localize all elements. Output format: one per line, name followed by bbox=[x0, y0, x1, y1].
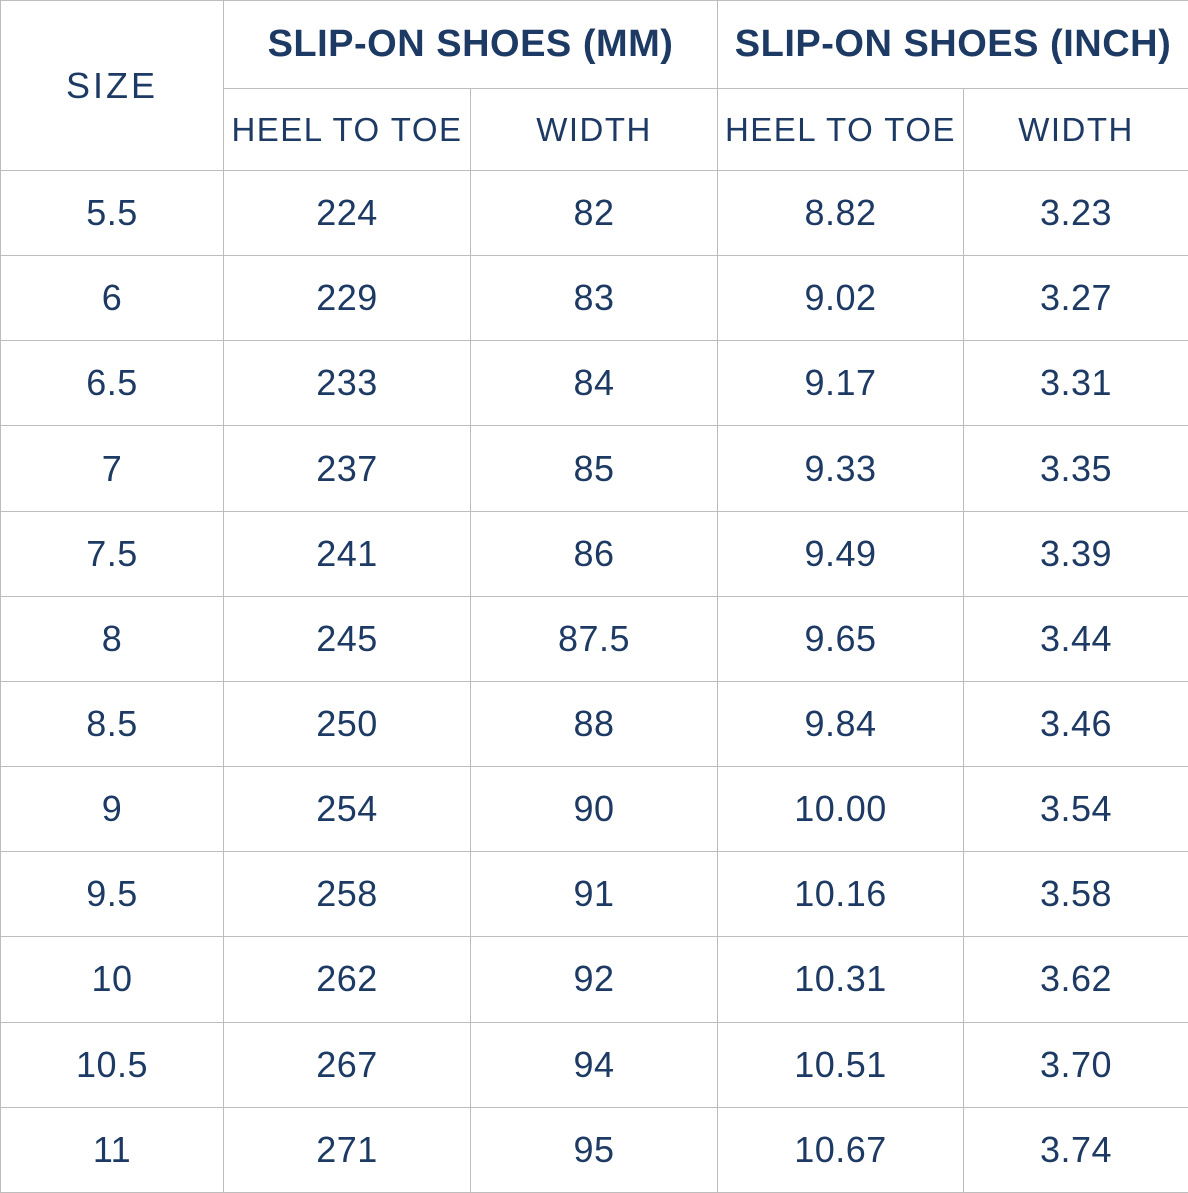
mm-group-header: SLIP-ON SHOES (MM) bbox=[222, 0, 719, 89]
mm-heel-to-toe-cell: 237 bbox=[223, 425, 471, 512]
table-row: 10 262 92 10.31 3.62 bbox=[0, 936, 1188, 1023]
inch-width-cell: 3.23 bbox=[963, 169, 1188, 257]
table-row: 6.5 233 84 9.17 3.31 bbox=[0, 340, 1188, 427]
mm-heel-to-toe-cell: 271 bbox=[223, 1106, 471, 1193]
mm-width-cell: 95 bbox=[469, 1106, 719, 1193]
mm-heel-to-toe-cell: 262 bbox=[223, 936, 471, 1023]
inch-heel-to-toe-cell: 9.49 bbox=[717, 510, 965, 597]
mm-heel-to-toe-cell: 250 bbox=[223, 680, 471, 768]
mm-heel-to-toe-header: HEEL TO TOE bbox=[223, 88, 471, 171]
table-row: 8.5 250 88 9.84 3.46 bbox=[0, 680, 1188, 768]
inch-group-header: SLIP-ON SHOES (INCH) bbox=[717, 0, 1188, 89]
mm-heel-to-toe-cell: 254 bbox=[223, 766, 471, 853]
mm-width-cell: 83 bbox=[469, 255, 719, 342]
inch-width-cell: 3.31 bbox=[963, 340, 1188, 427]
table-row: 11 271 95 10.67 3.74 bbox=[0, 1106, 1188, 1193]
inch-heel-to-toe-cell: 9.33 bbox=[717, 425, 965, 512]
inch-width-cell: 3.44 bbox=[963, 595, 1188, 682]
mm-heel-to-toe-cell: 267 bbox=[223, 1021, 471, 1108]
inch-heel-to-toe-cell: 10.16 bbox=[717, 851, 965, 938]
inch-width-cell: 3.74 bbox=[963, 1106, 1188, 1193]
size-cell: 8.5 bbox=[0, 680, 224, 768]
table-row: 8 245 87.5 9.65 3.44 bbox=[0, 595, 1188, 682]
table-row: 6 229 83 9.02 3.27 bbox=[0, 255, 1188, 342]
size-cell: 11 bbox=[0, 1106, 224, 1193]
mm-heel-to-toe-cell: 224 bbox=[223, 169, 471, 257]
size-cell: 7.5 bbox=[0, 510, 224, 597]
inch-heel-to-toe-header: HEEL TO TOE bbox=[717, 88, 965, 171]
inch-heel-to-toe-cell: 9.17 bbox=[717, 340, 965, 427]
mm-width-cell: 91 bbox=[469, 851, 719, 938]
mm-width-cell: 86 bbox=[469, 510, 719, 597]
mm-heel-to-toe-cell: 245 bbox=[223, 595, 471, 682]
size-cell: 7 bbox=[0, 425, 224, 512]
mm-width-cell: 84 bbox=[469, 340, 719, 427]
table-row: 10.5 267 94 10.51 3.70 bbox=[0, 1021, 1188, 1108]
sub-header-row: HEEL TO TOE WIDTH HEEL TO TOE WIDTH bbox=[1, 88, 1188, 171]
inch-heel-to-toe-cell: 10.31 bbox=[717, 936, 965, 1023]
mm-width-cell: 85 bbox=[469, 425, 719, 512]
inch-heel-to-toe-cell: 8.82 bbox=[717, 169, 965, 257]
group-header-row: SIZE SLIP-ON SHOES (MM) SLIP-ON SHOES (I… bbox=[0, 0, 1188, 171]
mm-width-cell: 92 bbox=[469, 936, 719, 1023]
size-column-header: SIZE bbox=[0, 0, 224, 171]
size-cell: 8 bbox=[0, 595, 224, 682]
inch-width-cell: 3.54 bbox=[963, 766, 1188, 853]
inch-width-header: WIDTH bbox=[963, 88, 1188, 171]
size-cell: 9.5 bbox=[0, 851, 224, 938]
mm-width-cell: 94 bbox=[469, 1021, 719, 1108]
size-cell: 6 bbox=[0, 255, 224, 342]
mm-heel-to-toe-cell: 233 bbox=[223, 340, 471, 427]
inch-heel-to-toe-cell: 10.51 bbox=[717, 1021, 965, 1108]
size-cell: 10 bbox=[0, 936, 224, 1023]
inch-width-cell: 3.46 bbox=[963, 680, 1188, 768]
inch-heel-to-toe-cell: 9.02 bbox=[717, 255, 965, 342]
size-cell: 5.5 bbox=[0, 169, 224, 257]
mm-width-header: WIDTH bbox=[469, 88, 719, 171]
table-row: 7 237 85 9.33 3.35 bbox=[0, 425, 1188, 512]
inch-width-cell: 3.35 bbox=[963, 425, 1188, 512]
inch-heel-to-toe-cell: 10.67 bbox=[717, 1106, 965, 1193]
table-row: 7.5 241 86 9.49 3.39 bbox=[0, 510, 1188, 597]
mm-heel-to-toe-cell: 229 bbox=[223, 255, 471, 342]
table-row: 9 254 90 10.00 3.54 bbox=[0, 766, 1188, 853]
mm-width-cell: 88 bbox=[469, 680, 719, 768]
inch-width-cell: 3.70 bbox=[963, 1021, 1188, 1108]
inch-width-cell: 3.27 bbox=[963, 255, 1188, 342]
size-cell: 9 bbox=[0, 766, 224, 853]
mm-heel-to-toe-cell: 258 bbox=[223, 851, 471, 938]
inch-heel-to-toe-cell: 10.00 bbox=[717, 766, 965, 853]
table-row: 5.5 224 82 8.82 3.23 bbox=[0, 169, 1188, 257]
mm-width-cell: 82 bbox=[469, 169, 719, 257]
inch-heel-to-toe-cell: 9.84 bbox=[717, 680, 965, 768]
table-row: 9.5 258 91 10.16 3.58 bbox=[0, 851, 1188, 938]
mm-width-cell: 90 bbox=[469, 766, 719, 853]
size-cell: 10.5 bbox=[0, 1021, 224, 1108]
mm-heel-to-toe-cell: 241 bbox=[223, 510, 471, 597]
inch-width-cell: 3.58 bbox=[963, 851, 1188, 938]
mm-width-cell: 87.5 bbox=[469, 595, 719, 682]
inch-width-cell: 3.62 bbox=[963, 936, 1188, 1023]
size-cell: 6.5 bbox=[0, 340, 224, 427]
inch-width-cell: 3.39 bbox=[963, 510, 1188, 597]
inch-heel-to-toe-cell: 9.65 bbox=[717, 595, 965, 682]
table-body: 5.5 224 82 8.82 3.23 6 229 83 9.02 3.27 6.5 233 84 9.… bbox=[0, 169, 1188, 1193]
